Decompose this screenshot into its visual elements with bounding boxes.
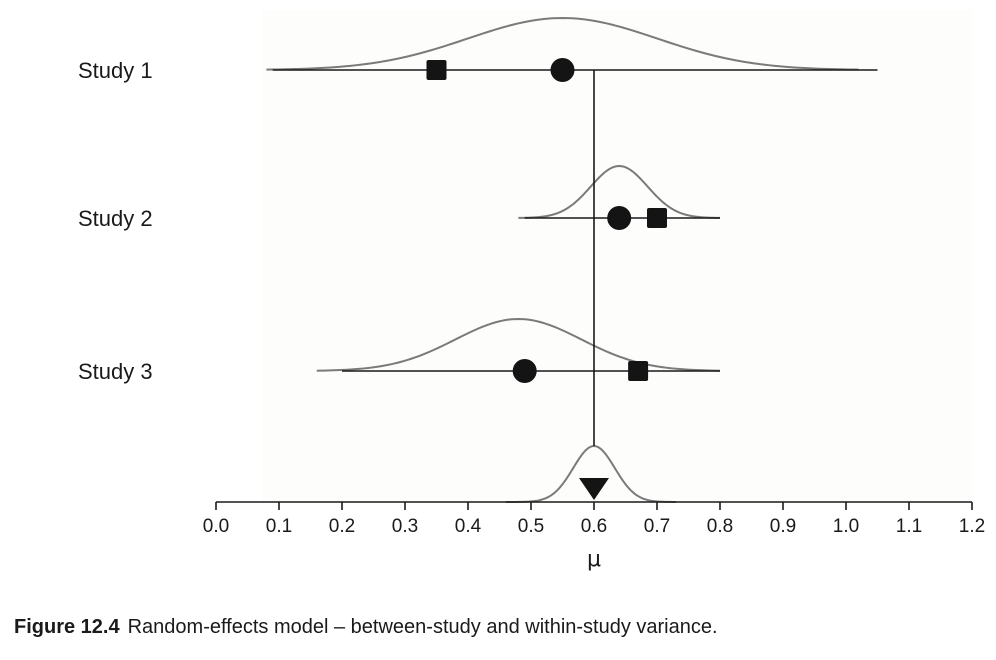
x-tick-label: 0.6	[581, 516, 607, 537]
study-1-observed-square	[426, 60, 447, 80]
plot-background	[262, 10, 972, 502]
x-tick-label: 0.9	[770, 516, 796, 537]
study-3-label: Study 3	[78, 359, 153, 384]
x-tick-label: 0.2	[329, 516, 355, 537]
x-tick-label: 0.8	[707, 516, 733, 537]
study-1-distribution-curve	[266, 16, 859, 71]
figure-number: Figure 12.4	[14, 616, 120, 638]
study-2-observed-square	[647, 208, 667, 228]
forest-plot-chart: Study 1 Study 2 Study 3 0.0 0.1 0.2 0.3 0.4 0.5…	[78, 10, 986, 572]
figure-caption: Figure 12.4 Random-effects model – betwee…	[14, 616, 718, 639]
x-tick-label: 0.1	[266, 516, 292, 537]
x-tick-label: 0.3	[392, 516, 418, 537]
study-3-true-effect-circle	[512, 359, 537, 383]
study-1-label: Study 1	[78, 58, 153, 83]
study-2-distribution-curve	[518, 164, 721, 219]
x-tick-label: 1.2	[959, 516, 985, 537]
summary-triangle-marker	[579, 478, 609, 500]
x-axis-label: μ	[587, 547, 601, 572]
study-labels: Study 1 Study 2 Study 3	[78, 58, 153, 384]
x-tick-label: 1.0	[833, 516, 859, 537]
study-2-true-effect-circle	[607, 206, 632, 230]
summary-distribution-curve	[505, 445, 676, 503]
x-tick-label: 1.1	[896, 516, 922, 537]
x-tick-label: 0.0	[203, 516, 229, 537]
x-axis-ticks: 0.0 0.1 0.2 0.3 0.4 0.5 0.6 0.7 0.8 0.9 1.0 1.1 1.2	[203, 502, 985, 537]
distribution-curves	[266, 16, 859, 503]
figure-caption-text: Random-effects model – between-study and…	[127, 616, 718, 638]
study-markers	[426, 58, 667, 383]
x-tick-label: 0.5	[518, 516, 544, 537]
study-2-label: Study 2	[78, 206, 153, 231]
study-1-true-effect-circle	[550, 58, 575, 82]
x-tick-label: 0.4	[455, 516, 482, 537]
x-tick-label: 0.7	[644, 516, 670, 537]
study-3-observed-square	[628, 361, 649, 381]
study-3-distribution-curve	[316, 317, 721, 372]
